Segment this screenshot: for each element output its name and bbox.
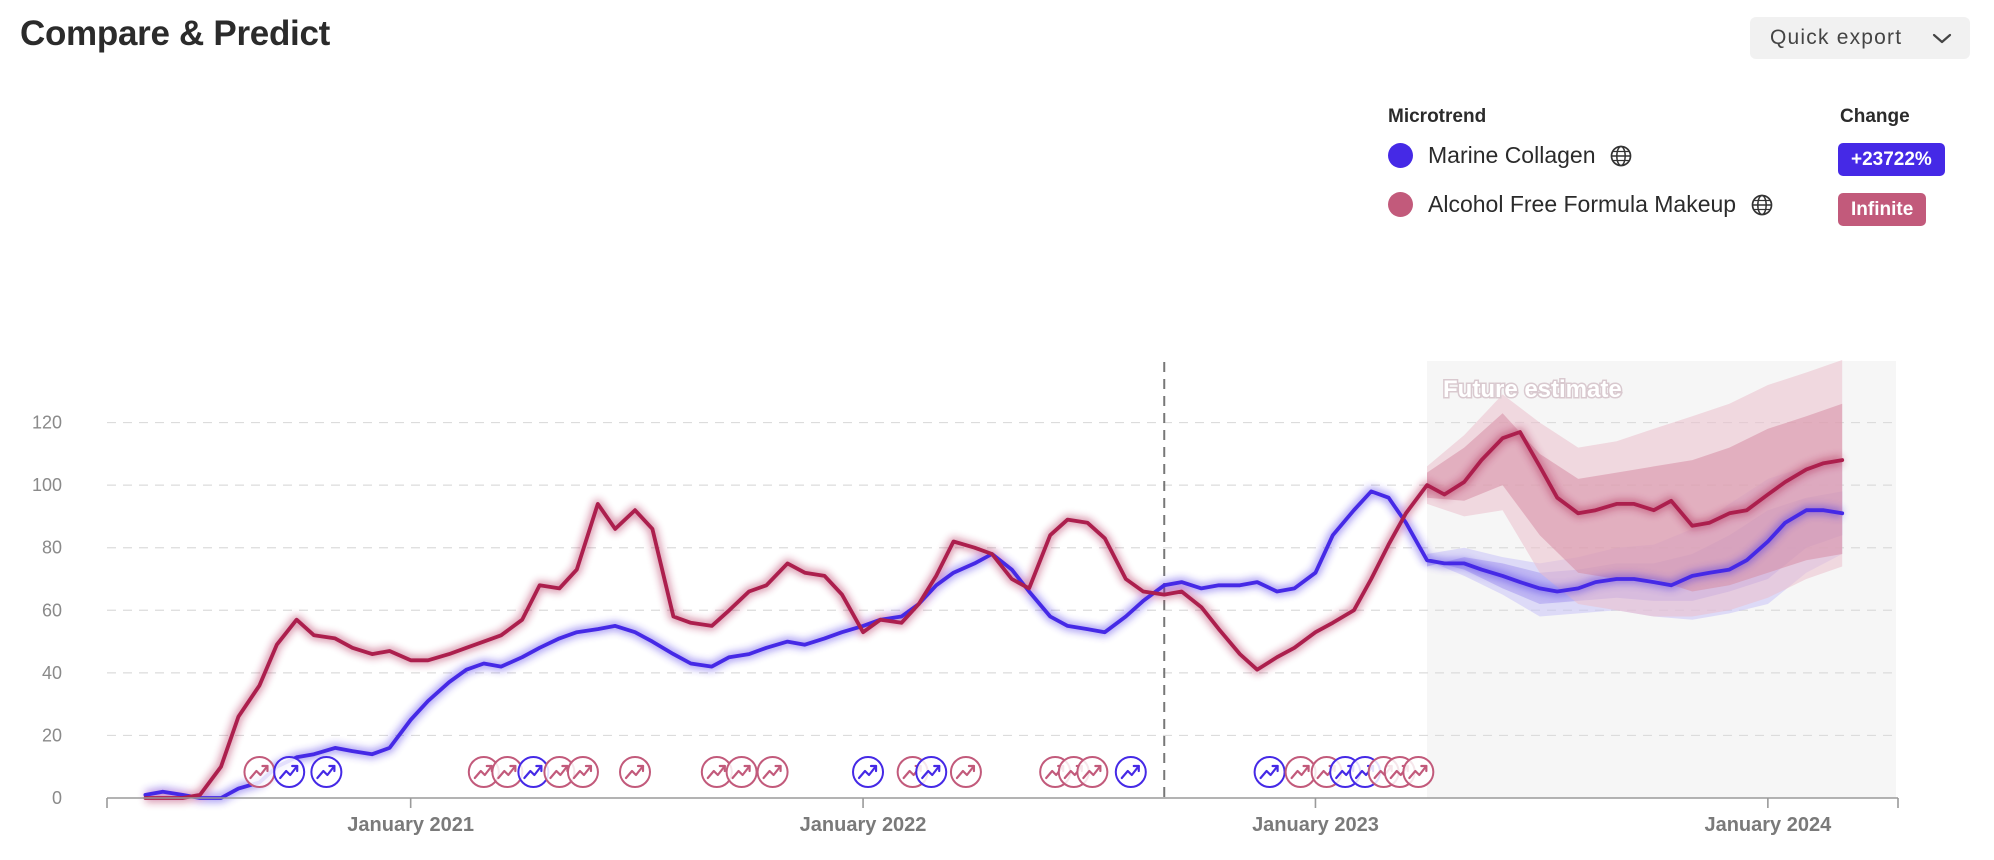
legend-label: Alcohol Free Formula Makeup xyxy=(1428,191,1737,217)
y-tick-label: 40 xyxy=(42,663,62,683)
legend-item-alcohol-free-formula-makeup[interactable]: Alcohol Free Formula Makeup xyxy=(1388,191,1774,218)
event-marker[interactable] xyxy=(273,756,306,788)
event-marker[interactable] xyxy=(725,756,758,788)
event-marker[interactable] xyxy=(310,756,343,788)
legend-item-marine-collagen[interactable]: Marine Collagen xyxy=(1388,142,1633,169)
y-tick-label: 120 xyxy=(32,413,62,433)
globe-icon[interactable] xyxy=(1609,144,1633,168)
event-marker[interactable] xyxy=(852,756,885,788)
y-tick-label: 60 xyxy=(42,600,62,620)
y-tick-label: 100 xyxy=(32,475,62,495)
y-tick-label: 80 xyxy=(42,538,62,558)
quick-export-button[interactable]: Quick export xyxy=(1750,17,1970,59)
y-tick-label: 0 xyxy=(52,788,62,808)
microtrend-header: Microtrend xyxy=(1388,106,1487,127)
x-tick-label: January 2021 xyxy=(347,814,474,836)
page-title: Compare & Predict xyxy=(20,14,330,53)
event-marker[interactable] xyxy=(949,756,982,788)
legend-dot xyxy=(1388,143,1413,168)
legend-label: Marine Collagen xyxy=(1428,142,1596,168)
change-header: Change xyxy=(1840,106,1910,127)
x-tick-label: January 2024 xyxy=(1704,814,1832,836)
future-estimate-label: Future estimate xyxy=(1443,376,1622,403)
event-marker[interactable] xyxy=(1402,756,1435,788)
legend-dot xyxy=(1388,192,1413,217)
event-marker[interactable] xyxy=(1253,756,1286,788)
event-marker[interactable] xyxy=(1114,756,1147,788)
change-badge-marine-collagen: +23722% xyxy=(1838,143,1945,176)
quick-export-label: Quick export xyxy=(1770,26,1903,49)
change-badge-alcohol-free-formula-makeup: Infinite xyxy=(1838,193,1927,226)
event-marker[interactable] xyxy=(619,756,652,788)
chevron-down-icon xyxy=(1932,29,1952,52)
x-tick-label: January 2022 xyxy=(800,814,927,836)
x-tick-label: January 2023 xyxy=(1252,814,1379,836)
event-marker[interactable] xyxy=(756,756,789,788)
y-tick-label: 20 xyxy=(42,725,62,745)
event-marker[interactable] xyxy=(915,756,948,788)
event-marker[interactable] xyxy=(1076,756,1109,788)
series-line[interactable] xyxy=(143,430,1845,800)
event-marker[interactable] xyxy=(243,756,276,788)
event-marker[interactable] xyxy=(1284,756,1317,788)
globe-icon[interactable] xyxy=(1750,193,1774,217)
trend-chart: 0 20 40 60 80 100 120 Future estimate January 20… xyxy=(32,360,1899,836)
event-marker[interactable] xyxy=(566,756,599,788)
